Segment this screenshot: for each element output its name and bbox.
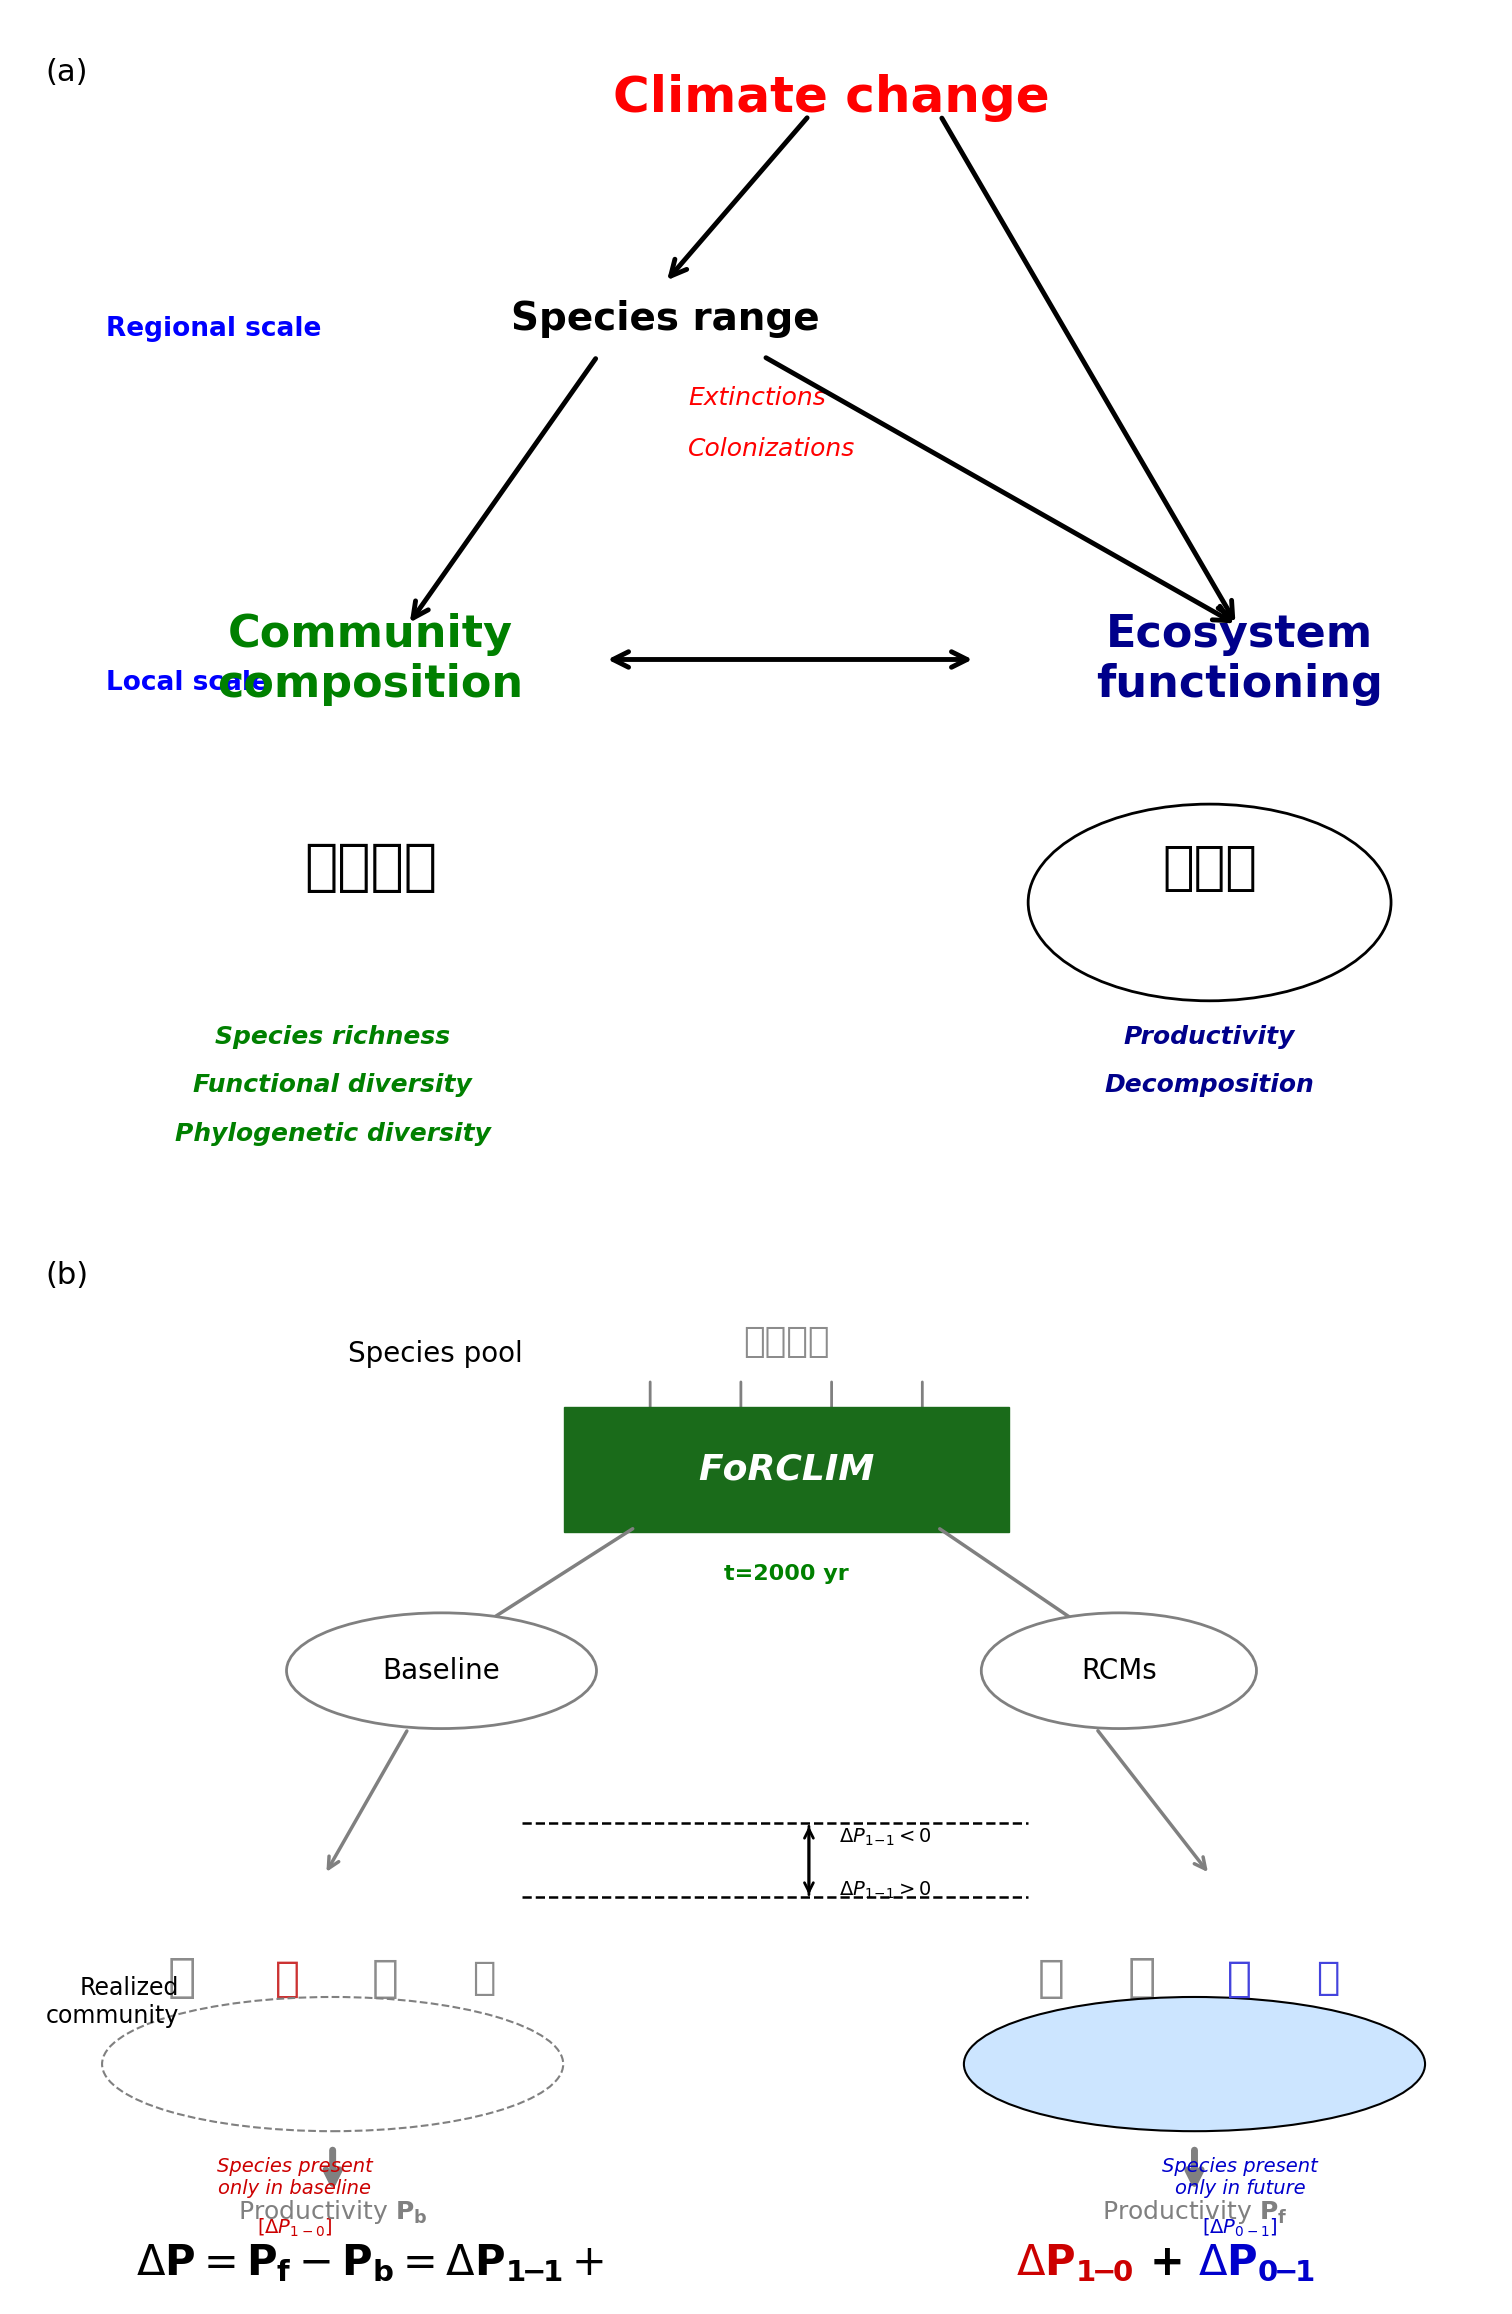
Text: Community
composition: Community composition xyxy=(218,613,523,706)
Text: 🌲: 🌲 xyxy=(472,1960,496,1997)
Text: Realized
community: Realized community xyxy=(45,1976,178,2027)
Text: $\Delta P_{1\!-\!1} < 0$: $\Delta P_{1\!-\!1} < 0$ xyxy=(839,1826,931,1849)
Text: 🌲: 🌲 xyxy=(168,1955,195,2002)
Text: $\Delta P_{1\!-\!1} > 0$: $\Delta P_{1\!-\!1} > 0$ xyxy=(839,1879,931,1902)
Text: (b): (b) xyxy=(45,1261,89,1291)
Text: Productivity: Productivity xyxy=(1123,1025,1296,1048)
Text: Baseline: Baseline xyxy=(383,1657,500,1685)
Text: $\Delta \mathbf{P_{1\!\!-\!\!0}}$: $\Delta \mathbf{P_{1\!\!-\!\!0}}$ xyxy=(1016,2242,1134,2284)
Text: 🌲: 🌲 xyxy=(1315,1960,1340,1997)
Ellipse shape xyxy=(981,1613,1256,1729)
Ellipse shape xyxy=(287,1613,596,1729)
Text: $\Delta \mathbf{P_{0\!\!-\!\!1}}$: $\Delta \mathbf{P_{0\!\!-\!\!1}}$ xyxy=(1198,2242,1314,2284)
Text: $\Delta \mathbf{P} = \mathbf{P_f} - \mathbf{P_b} = \Delta \mathbf{P_{1\!\!-\!\!1: $\Delta \mathbf{P} = \mathbf{P_f} - \mat… xyxy=(136,2242,605,2284)
Text: Species range: Species range xyxy=(511,301,820,338)
Text: RCMs: RCMs xyxy=(1081,1657,1157,1685)
Text: 🌲: 🌲 xyxy=(1037,1958,1064,1999)
Text: t=2000 yr: t=2000 yr xyxy=(724,1564,848,1583)
Text: Productivity $\mathbf{P_b}$: Productivity $\mathbf{P_b}$ xyxy=(237,2198,428,2226)
Text: 🌲🌲🌲🌲: 🌲🌲🌲🌲 xyxy=(742,1326,830,1358)
Text: Decomposition: Decomposition xyxy=(1105,1074,1314,1097)
FancyBboxPatch shape xyxy=(564,1407,1009,1532)
Text: Ecosystem
functioning: Ecosystem functioning xyxy=(1096,613,1383,706)
Text: Species present
only in baseline: Species present only in baseline xyxy=(216,2157,373,2198)
Text: 🌲🌲🌲: 🌲🌲🌲 xyxy=(1163,842,1256,893)
Text: Species pool: Species pool xyxy=(348,1340,523,1368)
Text: 🌲🌲🌲🌲: 🌲🌲🌲🌲 xyxy=(304,840,437,896)
Text: Extinctions: Extinctions xyxy=(688,386,826,410)
Text: Productivity $\mathbf{P_f}$: Productivity $\mathbf{P_f}$ xyxy=(1102,2198,1287,2226)
Text: 🌲: 🌲 xyxy=(1228,1958,1252,1999)
Text: $\mathbf{+}$: $\mathbf{+}$ xyxy=(1149,2242,1181,2284)
Text: 🌲: 🌲 xyxy=(1128,1955,1155,2002)
Text: Local scale: Local scale xyxy=(106,669,269,697)
Text: $[\Delta P_{1-0}]$: $[\Delta P_{1-0}]$ xyxy=(257,2217,333,2240)
Text: 🌲: 🌲 xyxy=(275,1958,299,1999)
Text: (a): (a) xyxy=(45,58,88,88)
Ellipse shape xyxy=(965,1997,1424,2131)
Text: Climate change: Climate change xyxy=(614,74,1049,123)
Text: Functional diversity: Functional diversity xyxy=(194,1074,472,1097)
Text: $[\Delta P_{0-1}]$: $[\Delta P_{0-1}]$ xyxy=(1202,2217,1278,2240)
Text: FᴏRCLIM: FᴏRCLIM xyxy=(699,1453,874,1486)
Text: Species present
only in future: Species present only in future xyxy=(1161,2157,1318,2198)
Text: Phylogenetic diversity: Phylogenetic diversity xyxy=(175,1122,490,1145)
Text: Species richness: Species richness xyxy=(215,1025,451,1048)
Text: 🌲: 🌲 xyxy=(372,1958,399,1999)
Text: Regional scale: Regional scale xyxy=(106,315,321,342)
Text: Colonizations: Colonizations xyxy=(688,437,856,460)
